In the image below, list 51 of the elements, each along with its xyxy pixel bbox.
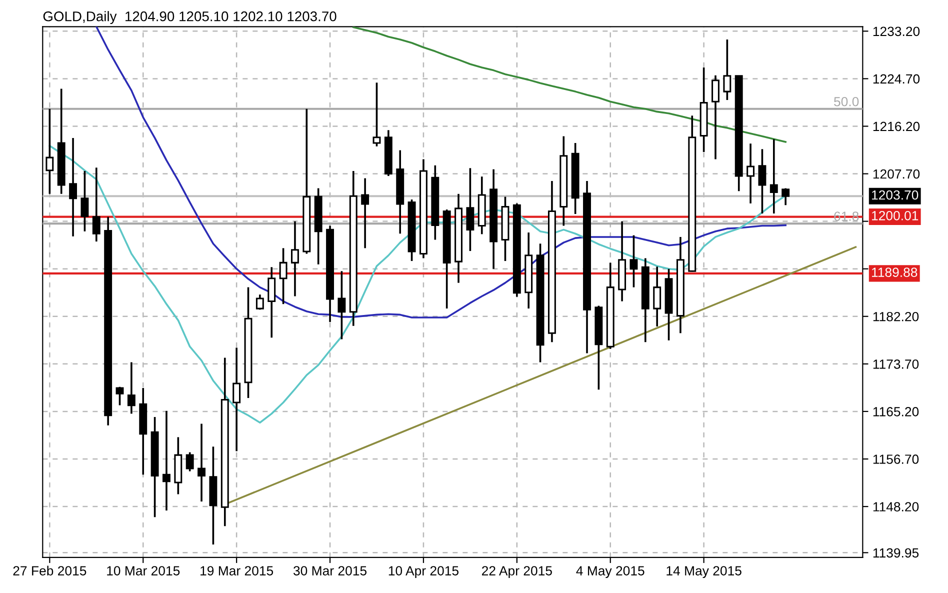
ref-line-label: 1203.70 — [872, 190, 918, 200]
candlestick — [338, 270, 346, 340]
y-tick-label: 1165.20 — [873, 407, 919, 416]
y-tick-label: 1233.20 — [873, 26, 920, 36]
candlestick — [186, 451, 194, 472]
candlestick — [279, 247, 288, 305]
candlestick — [372, 82, 381, 148]
line-series — [352, 26, 786, 143]
candlestick — [198, 422, 206, 502]
candlestick — [80, 170, 89, 232]
candlestick — [162, 410, 170, 512]
ref-line-label: 1189.88 — [872, 268, 918, 277]
ref-line-label: 1200.01 — [872, 210, 918, 220]
candlestick — [782, 187, 790, 206]
candlestick — [361, 177, 370, 250]
candlestick — [653, 266, 662, 328]
x-tick-label: 14 May 2015 — [666, 566, 742, 578]
x-tick-label: 10 Mar 2015 — [107, 566, 180, 576]
x-tick-label: 10 Apr 2015 — [388, 566, 458, 578]
y-tick-label: 1207.70 — [873, 169, 920, 179]
candlestick — [256, 294, 264, 311]
candlestick — [46, 108, 54, 195]
x-tick-label: 27 Feb 2015 — [13, 566, 86, 576]
y-tick-label: 1182.20 — [873, 312, 919, 322]
x-tick-label: 22 Apr 2015 — [482, 566, 552, 578]
candlestick — [232, 346, 241, 452]
y-tick-label: 1216.20 — [873, 122, 920, 132]
candlestick — [712, 74, 720, 160]
annotation: 50.0 — [834, 96, 859, 106]
x-tick-label: 19 Mar 2015 — [200, 566, 274, 576]
candlestick — [770, 138, 778, 214]
y-tick-label: 1139.95 — [873, 548, 919, 558]
chart-title: GOLD,Daily 1204.90 1205.10 1202.10 1203.70 — [43, 11, 336, 24]
y-tick-label: 1224.70 — [873, 74, 920, 84]
candlestick — [290, 220, 299, 298]
candlestick — [758, 148, 766, 214]
candlestick — [466, 167, 474, 252]
candlestick — [69, 137, 78, 238]
candlestick — [127, 361, 136, 415]
x-tick-label: 30 Mar 2015 — [293, 566, 367, 576]
candlestick — [92, 166, 100, 242]
x-tick-label: 4 May 2015 — [576, 566, 644, 578]
candlestick — [630, 234, 638, 288]
y-tick-label: 1148.20 — [873, 502, 919, 512]
candlestick — [268, 266, 276, 339]
candlestick — [746, 142, 755, 204]
y-tick-label: 1156.70 — [873, 454, 919, 464]
candlestick — [723, 38, 732, 101]
y-tick-label: 1173.70 — [873, 359, 919, 369]
candlestick — [116, 386, 124, 406]
line-series — [95, 26, 786, 318]
